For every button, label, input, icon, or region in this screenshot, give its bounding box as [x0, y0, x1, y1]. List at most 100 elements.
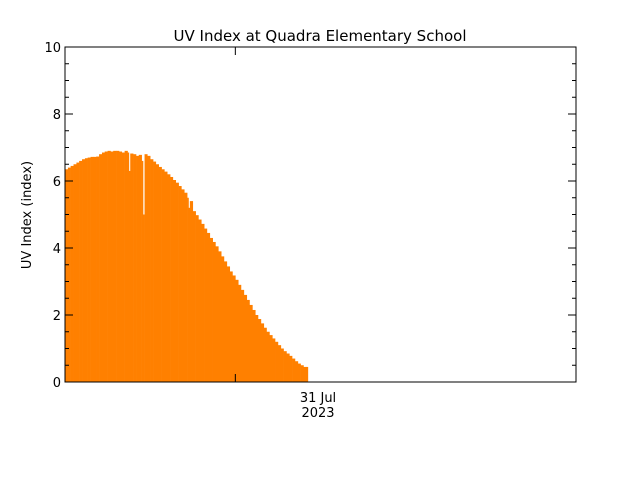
uv-bar	[82, 159, 86, 382]
uv-bar	[218, 251, 222, 382]
uv-bar	[198, 219, 202, 382]
uv-bar	[101, 152, 105, 382]
uv-bar	[277, 345, 282, 382]
uv-bar	[130, 153, 134, 382]
uv-bar	[172, 180, 177, 382]
uv-bar	[289, 355, 293, 382]
uv-bar	[252, 309, 256, 382]
uv-bar	[195, 215, 199, 382]
uv-bar	[255, 315, 259, 382]
uv-bar	[246, 299, 250, 382]
uv-bar	[76, 162, 80, 382]
uv-bar	[204, 228, 208, 382]
uv-bar	[90, 156, 94, 382]
uv-bar	[209, 237, 213, 382]
uv-bar	[226, 266, 231, 382]
uv-bar	[167, 174, 171, 382]
uv-bar	[201, 223, 205, 382]
y-tick-label: 6	[53, 175, 61, 190]
uv-bar	[70, 165, 74, 382]
uv-bar	[238, 284, 242, 382]
uv-bar	[286, 353, 290, 382]
y-tick-label: 8	[53, 108, 61, 123]
uv-bar	[93, 156, 97, 382]
uv-bar	[206, 232, 211, 382]
uv-bar	[153, 161, 157, 382]
uv-bar	[87, 157, 91, 382]
uv-bar	[164, 171, 168, 382]
uv-bar	[283, 351, 287, 382]
uv-bar	[99, 154, 103, 382]
uv-bar	[280, 348, 284, 382]
uv-bar	[260, 323, 265, 383]
uv-bar	[155, 164, 159, 382]
y-tick-label: 10	[44, 41, 61, 56]
uv-bar	[188, 207, 191, 382]
uv-bar	[181, 189, 185, 382]
uv-bar	[124, 150, 128, 382]
uv-bar	[306, 366, 309, 382]
uv-bar	[178, 186, 182, 382]
uv-bar	[73, 164, 77, 382]
uv-bar	[133, 154, 137, 382]
uv-bar	[243, 294, 248, 382]
uv-bar	[138, 154, 142, 382]
uv-bar	[116, 150, 120, 382]
x-year-label: 2023	[301, 406, 334, 421]
uv-bar	[141, 160, 144, 382]
chart-title: UV Index at Quadra Elementary School	[174, 27, 467, 45]
uv-bar	[84, 158, 88, 382]
y-axis-ticks: 0 2 4 6 8 10	[44, 41, 576, 391]
uv-bar	[107, 150, 111, 382]
uv-bar	[266, 331, 270, 382]
uv-bar	[212, 241, 216, 382]
uv-bar	[67, 167, 71, 382]
uv-bar	[300, 365, 304, 382]
uv-bar	[294, 361, 299, 382]
x-date-label: 31 Jul	[300, 391, 336, 406]
uv-bar	[158, 166, 162, 382]
y-tick-label: 4	[53, 242, 61, 257]
uv-bar	[127, 152, 130, 382]
uv-bar	[189, 201, 194, 382]
uv-bar	[221, 256, 225, 383]
uv-bar	[303, 366, 307, 382]
uv-bar	[223, 261, 228, 382]
uv-bar	[119, 151, 123, 382]
uv-bar	[272, 338, 276, 382]
uv-bar	[257, 319, 262, 382]
uv-bar	[215, 246, 219, 382]
uv-bar	[150, 159, 154, 382]
uv-bar	[113, 150, 117, 382]
uv-bar	[65, 169, 69, 382]
data-layer	[65, 150, 309, 383]
uv-bar	[104, 151, 108, 382]
uv-bar	[229, 271, 233, 382]
uv-bar	[143, 214, 145, 382]
uv-bar	[136, 155, 140, 382]
uv-bar	[297, 363, 301, 382]
uv-bar	[161, 169, 165, 382]
uv-bar	[110, 151, 114, 382]
y-tick-label: 0	[53, 376, 61, 391]
uv-bar	[121, 152, 125, 382]
uv-bar	[184, 192, 188, 382]
uv-bar	[79, 160, 83, 382]
uv-bar	[147, 155, 151, 382]
uv-bar	[240, 289, 245, 383]
uv-bar	[192, 211, 196, 382]
uv-bar	[170, 176, 174, 382]
uv-bar	[235, 279, 239, 382]
uv-bar	[175, 182, 179, 382]
uv-bar	[269, 335, 273, 382]
uv-bar	[292, 358, 296, 382]
uv-bar	[144, 154, 148, 382]
uv-bar	[275, 341, 279, 382]
uv-bar	[249, 304, 253, 382]
uv-bar	[128, 170, 131, 382]
y-tick-label: 2	[53, 309, 61, 324]
uv-bar	[96, 156, 100, 382]
uv-bar	[263, 327, 267, 382]
uv-bar	[232, 275, 236, 382]
